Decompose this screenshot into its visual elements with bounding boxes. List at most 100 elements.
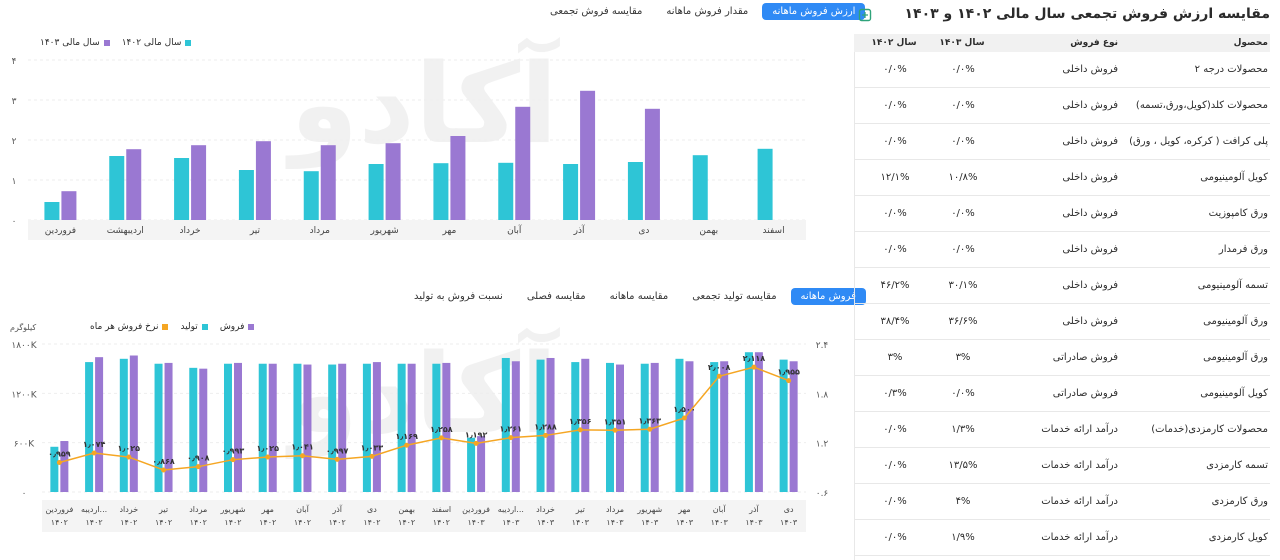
cell-year-1402: ۴۶/۲% xyxy=(880,280,910,291)
cell-sale-type: درآمد ارائه خدمات xyxy=(1041,532,1118,543)
tab-sales-to-production-ratio[interactable]: نسبت فروش به تولید xyxy=(414,291,503,302)
rate-point xyxy=(126,454,132,460)
bar xyxy=(126,149,142,220)
table-row[interactable]: محصولات کارمزدی(خدمات) درآمد ارائه خدمات ۱… xyxy=(855,412,1270,448)
tab-quarterly-compare[interactable]: مقایسه فصلی xyxy=(526,291,586,302)
bar xyxy=(477,436,486,492)
rate-point xyxy=(195,464,201,470)
table-row[interactable]: کویل کارمزدی درآمد ارائه خدمات ۱/۹% ۰/۰% xyxy=(855,520,1270,556)
cell-year-1402: ۳۸/۴% xyxy=(880,316,910,327)
cell-product: ورق کارمزدی xyxy=(1211,496,1268,507)
legend-item-rate[interactable]: نرخ فروش هر ماه xyxy=(90,322,169,332)
cell-product: تسمه آلومینیومی xyxy=(1197,280,1268,291)
bar xyxy=(744,352,753,492)
rate-point xyxy=(230,457,236,463)
x-tick-label-year: ۱۴۰۳ xyxy=(711,518,729,527)
y-left-tick-label: ۱۲۰۰K xyxy=(11,390,37,400)
bar xyxy=(450,136,466,220)
table-row[interactable]: ورق فرمدار فروش داخلی ۰/۰% ۰/۰% xyxy=(855,232,1270,268)
cell-year-1402: ۰/۰% xyxy=(883,496,907,507)
table-row[interactable]: پلی کرافت ( کرکره، کویل ، ورق) فروش داخلی… xyxy=(855,124,1270,160)
bar xyxy=(442,362,451,492)
bottom-chart-legend: فروش تولید نرخ فروش هر ماه xyxy=(90,322,255,332)
bar xyxy=(60,441,69,492)
table-row[interactable]: تسمه آلومینیومی فروش داخلی ۳۰/۱% ۴۶/۲% xyxy=(855,268,1270,304)
x-tick-label-year: ۱۴۰۲ xyxy=(85,518,102,527)
table-title: مقایسه ارزش فروش تجمعی سال مالی ۱۴۰۲ و ۱… xyxy=(904,6,1270,22)
x-tick-label-year: ۱۴۰۲ xyxy=(329,518,346,527)
table-row[interactable]: کویل آلومینیومی فروش صادراتی ۰/۰% ۰/۳% xyxy=(855,376,1270,412)
table-row[interactable]: کویل آلومینیومی فروش داخلی ۱۰/۸% ۱۲/۱% xyxy=(855,160,1270,196)
y-left-tick-label: ۶۰۰K xyxy=(14,440,36,450)
cell-year-1402: ۰/۰% xyxy=(883,244,907,255)
rate-point xyxy=(404,442,410,448)
cell-year-1403: ۰/۰% xyxy=(951,388,975,399)
bar xyxy=(154,363,163,492)
data-label: ۱٫۲۶۱ xyxy=(500,425,523,434)
x-tick-label: تیر xyxy=(249,226,261,236)
tab-monthly-sales-quantity[interactable]: مقدار فروش ماهانه xyxy=(666,6,749,17)
x-tick-label-month: اسفند xyxy=(432,505,452,514)
bar xyxy=(498,162,514,220)
bar xyxy=(571,362,580,492)
legend-item-1402[interactable]: سال مالی ۱۴۰۲ xyxy=(122,38,192,48)
table-row[interactable]: ورق آلومینیومی فروش صادراتی ۳% ۳% xyxy=(855,340,1270,376)
x-tick-label: بهمن xyxy=(699,226,718,236)
x-tick-label-month: فروردین xyxy=(45,505,73,514)
header-year-1403[interactable]: سال ۱۴۰۳ xyxy=(939,38,985,48)
cell-year-1402: ۳% xyxy=(887,352,903,363)
legend-label-sales: فروش xyxy=(219,322,245,332)
legend-item-1403[interactable]: سال مالی ۱۴۰۳ xyxy=(40,38,110,48)
legend-swatch-1403 xyxy=(103,40,110,46)
x-tick-label-month: آبان xyxy=(713,504,727,514)
legend-label-rate: نرخ فروش هر ماه xyxy=(90,322,159,332)
legend-item-sales[interactable]: فروش xyxy=(220,322,255,332)
bar xyxy=(675,358,684,492)
table-row[interactable]: ورق کارمزدی درآمد ارائه خدمات ۴% ۰/۰% xyxy=(855,484,1270,520)
y-left-tick-label: ۰ xyxy=(22,489,27,499)
header-year-1402[interactable]: سال ۱۴۰۲ xyxy=(871,38,917,48)
rate-point xyxy=(508,435,514,441)
legend-swatch-rate xyxy=(162,324,169,330)
bar xyxy=(362,363,371,492)
tab-cumulative-sales-compare[interactable]: مقایسه فروش تجمعی xyxy=(550,6,643,17)
tab-monthly-sales-value[interactable]: ارزش فروش ماهانه xyxy=(762,3,866,20)
bar xyxy=(303,364,312,492)
tab-monthly-compare[interactable]: مقایسه ماهانه xyxy=(609,291,669,302)
legend-item-production[interactable]: تولید xyxy=(180,322,208,332)
table-row[interactable]: محصولات کلد(کویل،ورق،تسمه) فروش داخلی ۰/۰%… xyxy=(855,88,1270,124)
bar xyxy=(580,90,596,220)
bar xyxy=(789,361,798,492)
table-row[interactable]: ورق آلومینیومی فروش داخلی ۳۶/۶% ۳۸/۴% xyxy=(855,304,1270,340)
table-row[interactable]: تسمه کارمزدی درآمد ارائه خدمات ۱۳/۵% ۰/۰% xyxy=(855,448,1270,484)
tab-monthly-sales[interactable]: فروش ماهانه xyxy=(790,288,866,305)
table-row[interactable]: ورق کامپوزیت فروش داخلی ۰/۰% ۰/۰% xyxy=(855,196,1270,232)
data-label: ۱٫۰۳۳ xyxy=(361,443,384,452)
cell-year-1403: ۰/۰% xyxy=(951,136,975,147)
y-tick-label: ۴ xyxy=(12,57,17,67)
bar xyxy=(407,363,416,492)
cell-sale-type: فروش داخلی xyxy=(1062,208,1118,219)
rate-point xyxy=(612,427,618,433)
cell-year-1403: ۰/۰% xyxy=(951,208,975,219)
rate-point xyxy=(299,453,305,459)
top-chart-tabs: مقایسه فروش تجمعی مقدار فروش ماهانه ارزش… xyxy=(540,3,866,20)
cell-sale-type: درآمد ارائه خدمات xyxy=(1041,460,1118,471)
y-right-tick-label: ۱.۸ xyxy=(816,390,829,400)
tab-cumulative-production-compare[interactable]: مقایسه تولید تجمعی xyxy=(692,291,777,302)
top-chart-legend: سال مالی ۱۴۰۲ سال مالی ۱۴۰۳ xyxy=(40,38,192,48)
x-tick-label-month: خرداد xyxy=(119,505,138,514)
x-tick-label-year: ۱۴۰۲ xyxy=(155,518,172,527)
bar xyxy=(191,145,207,220)
export-icon[interactable] xyxy=(858,8,872,22)
x-tick-label-year: ۱۴۰۳ xyxy=(641,518,659,527)
cell-year-1402: ۰/۰% xyxy=(883,424,907,435)
cell-year-1402: ۰/۰% xyxy=(883,208,907,219)
bar xyxy=(368,164,384,220)
rate-point xyxy=(473,440,479,446)
rate-point xyxy=(681,415,687,421)
table-row[interactable]: محصولات درجه ۲ فروش داخلی ۰/۰% ۰/۰% xyxy=(855,52,1270,88)
y-right-tick-label: ۱.۲ xyxy=(816,440,829,450)
bar xyxy=(546,357,555,492)
cell-sale-type: درآمد ارائه خدمات xyxy=(1041,496,1118,507)
